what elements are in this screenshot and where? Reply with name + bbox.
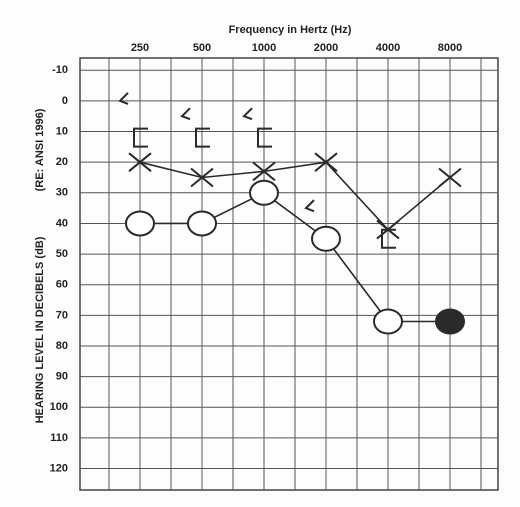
y-tick-label: 90 — [56, 371, 68, 383]
y-tick-label: 80 — [56, 340, 68, 352]
y-tick-label: 60 — [56, 279, 68, 291]
y-tick-label: -10 — [52, 64, 68, 76]
y-tick-label: 110 — [50, 432, 68, 444]
y-axis-note: (RE: ANSI 1996) — [34, 108, 46, 191]
background — [0, 0, 520, 507]
marker-o — [250, 181, 278, 205]
y-tick-label: 120 — [50, 462, 68, 474]
x-tick-label: 4000 — [376, 42, 400, 54]
x-tick-label: 1000 — [252, 42, 276, 54]
chart-title: Frequency in Hertz (Hz) — [229, 24, 352, 36]
marker-o — [312, 227, 340, 251]
marker-o — [374, 309, 402, 333]
y-tick-label: 10 — [56, 125, 68, 137]
y-tick-label: 0 — [62, 95, 68, 107]
marker-o — [188, 211, 216, 235]
y-tick-label: 40 — [56, 217, 68, 229]
y-tick-label: 50 — [56, 248, 68, 260]
x-tick-label: 250 — [131, 42, 149, 54]
marker-o — [126, 211, 154, 235]
x-tick-label: 2000 — [314, 42, 338, 54]
x-tick-label: 500 — [193, 42, 211, 54]
x-tick-label: 8000 — [438, 42, 462, 54]
y-tick-label: 20 — [56, 156, 68, 168]
y-tick-label: 100 — [50, 401, 68, 413]
marker-o — [436, 309, 464, 333]
y-tick-label: 70 — [56, 309, 68, 321]
y-axis-label: HEARING LEVEL IN DECIBELS (dB) — [34, 236, 46, 423]
y-tick-label: 30 — [56, 187, 68, 199]
audiogram: Frequency in Hertz (Hz) HEARING LEVEL IN… — [0, 0, 520, 507]
